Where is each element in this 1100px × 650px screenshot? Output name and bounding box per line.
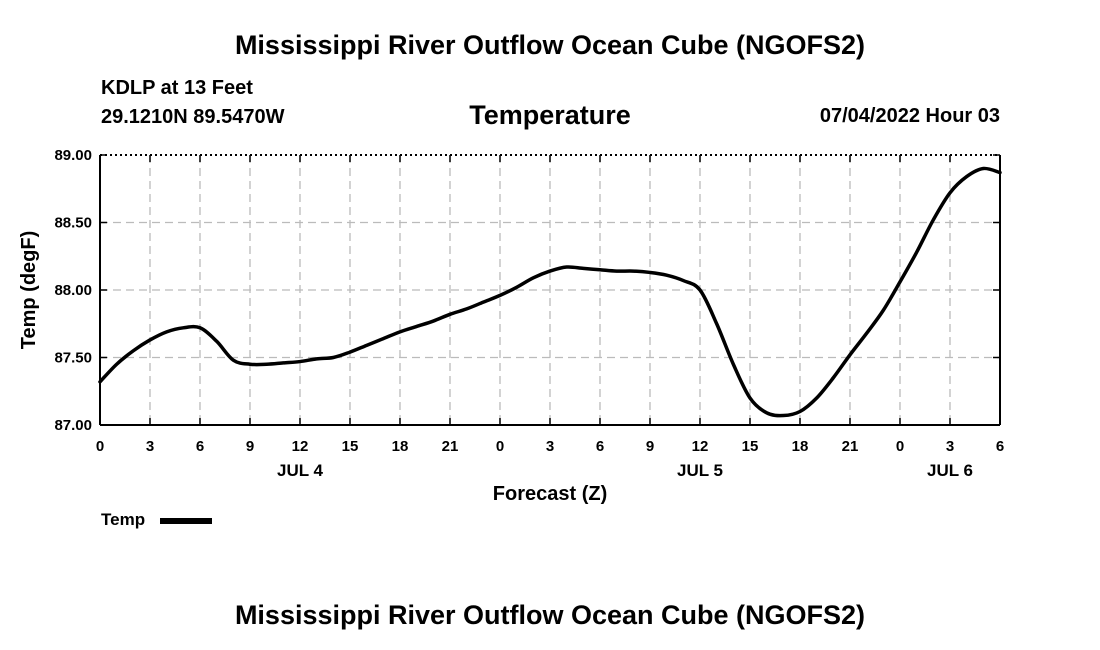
- axes: [99, 154, 1001, 426]
- date-label: JUL 4: [277, 461, 324, 480]
- station-coordinates: 29.1210N 89.5470W: [101, 106, 285, 128]
- x-tick-label: 0: [896, 438, 904, 455]
- page-title: Mississippi River Outflow Ocean Cube (NG…: [234, 30, 866, 60]
- legend-line-swatch: [160, 518, 212, 524]
- x-axis-title: Forecast (Z): [493, 483, 607, 505]
- x-tick-label: 9: [246, 438, 254, 455]
- y-tick-label: 87.00: [54, 417, 92, 434]
- tick-labels: 0 3 6 9 12 15 18 21 0 3 6 9 12 15 18 21 0 3 6 87.00 87.50 88.…: [18, 147, 1004, 505]
- forecast-datetime: 07/04/2022 Hour 03: [819, 105, 1000, 127]
- y-tick-label: 87.50: [54, 350, 92, 367]
- x-tick-label: 0: [96, 438, 104, 455]
- series-layer: [98, 166, 1002, 418]
- x-tick-label: 6: [196, 438, 204, 455]
- grid: [100, 155, 1000, 425]
- x-tick-label: 18: [792, 438, 809, 455]
- x-tick-label: 12: [692, 438, 709, 455]
- series-line-temp: [98, 166, 1002, 418]
- y-axis-title: Temp (degF): [18, 231, 40, 350]
- x-tick-label: 21: [842, 438, 859, 455]
- x-tick-label: 15: [342, 438, 359, 455]
- x-tick-label: 15: [742, 438, 759, 455]
- station-name: KDLP at 13 Feet: [101, 77, 253, 99]
- page-title-bottom: Mississippi River Outflow Ocean Cube (NG…: [234, 600, 866, 630]
- x-tick-label: 6: [996, 438, 1004, 455]
- x-tick-label: 3: [946, 438, 954, 455]
- x-tick-label: 0: [496, 438, 504, 455]
- x-tick-label: 3: [546, 438, 554, 455]
- x-tick-label: 18: [392, 438, 409, 455]
- y-tick-label: 89.00: [54, 147, 92, 164]
- chart-title: Temperature: [469, 100, 631, 130]
- x-tick-label: 9: [646, 438, 654, 455]
- legend-label: Temp: [101, 510, 146, 529]
- date-label: JUL 6: [927, 461, 973, 480]
- x-tick-label: 3: [146, 438, 154, 455]
- x-tick-label: 12: [292, 438, 309, 455]
- x-tick-label: 21: [442, 438, 459, 455]
- y-tick-label: 88.50: [54, 215, 92, 232]
- y-tick-label: 88.00: [54, 282, 92, 299]
- date-label: JUL 5: [677, 461, 723, 480]
- x-tick-label: 6: [596, 438, 604, 455]
